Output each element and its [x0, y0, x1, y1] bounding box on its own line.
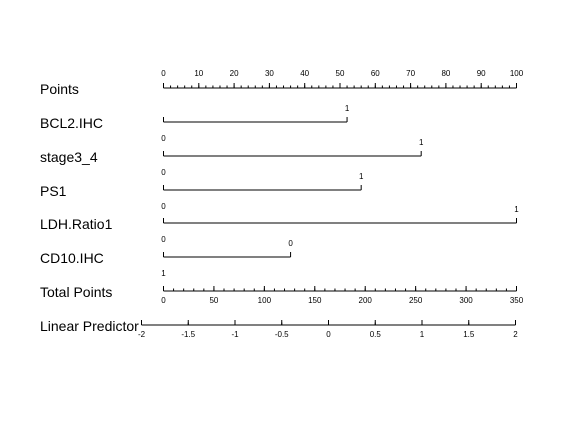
tick-label: 100	[510, 69, 524, 78]
row-label: PS1	[40, 183, 67, 199]
row-label: BCL2.IHC	[40, 115, 103, 131]
tick-label: 50	[209, 296, 218, 305]
tick-label: -2	[138, 330, 146, 339]
tick-label: 0	[326, 330, 331, 339]
level-label: 0	[288, 239, 293, 248]
tick-label: 1.5	[463, 330, 475, 339]
row-label: Linear Predictor	[40, 318, 139, 334]
tick-label: 80	[441, 69, 450, 78]
nomogram-row-ps1: PS1 0 1	[40, 172, 364, 211]
tick-label: 0.5	[370, 330, 382, 339]
tick-label: 100	[258, 296, 272, 305]
row-label: LDH.Ratio1	[40, 216, 113, 232]
row-label: Points	[40, 81, 79, 97]
level-label: 1	[359, 172, 364, 181]
tick-label: 250	[409, 296, 423, 305]
nomogram-row-total-points: Total Points 0 50 100 150 200 250 300 350	[40, 284, 524, 305]
nomogram-row-bcl2-ihc: BCL2.IHC 0 1	[40, 104, 350, 143]
nomogram-row-linear-predictor: Linear Predictor-2 -1.5 -1 -0.5 0 0.5 1 1.5 2	[40, 318, 518, 339]
tick-label: -1.5	[181, 330, 195, 339]
level-label: 1	[345, 104, 350, 113]
level-label: 0	[161, 202, 166, 211]
tick-label: -1	[231, 330, 239, 339]
tick-label: 0	[161, 296, 166, 305]
tick-label: 40	[300, 69, 309, 78]
nomogram-row-cd10-ihc: CD10.IHC 1 0	[40, 239, 293, 278]
tick-label: 200	[359, 296, 373, 305]
level-label: 1	[161, 269, 166, 278]
tick-label: 50	[336, 69, 345, 78]
tick-label: 30	[265, 69, 274, 78]
level-label: 0	[161, 168, 166, 177]
nomogram-row-ldh-ratio1: LDH.Ratio1 0 1	[40, 205, 519, 244]
nomogram-row-points: Points 0 10 20 30 40 50 60 70 80 90 100	[40, 69, 524, 97]
tick-label: 2	[513, 330, 518, 339]
level-label: 0	[161, 134, 166, 143]
tick-label: 70	[406, 69, 415, 78]
tick-label: 350	[510, 296, 524, 305]
tick-label: 0	[161, 69, 166, 78]
nomogram-row-stage3-4: stage3_4 0 1	[40, 138, 424, 177]
row-label: Total Points	[40, 284, 112, 300]
tick-label: 90	[477, 69, 486, 78]
tick-label: 1	[420, 330, 425, 339]
tick-label: 20	[230, 69, 239, 78]
row-label: CD10.IHC	[40, 250, 104, 266]
tick-label: 60	[371, 69, 380, 78]
tick-label: 300	[459, 296, 473, 305]
level-label: 0	[161, 235, 166, 244]
tick-label: 10	[194, 69, 203, 78]
tick-label: -0.5	[275, 330, 289, 339]
tick-label: 150	[308, 296, 322, 305]
level-label: 1	[514, 205, 519, 214]
level-label: 1	[419, 138, 424, 147]
row-label: stage3_4	[40, 149, 98, 165]
